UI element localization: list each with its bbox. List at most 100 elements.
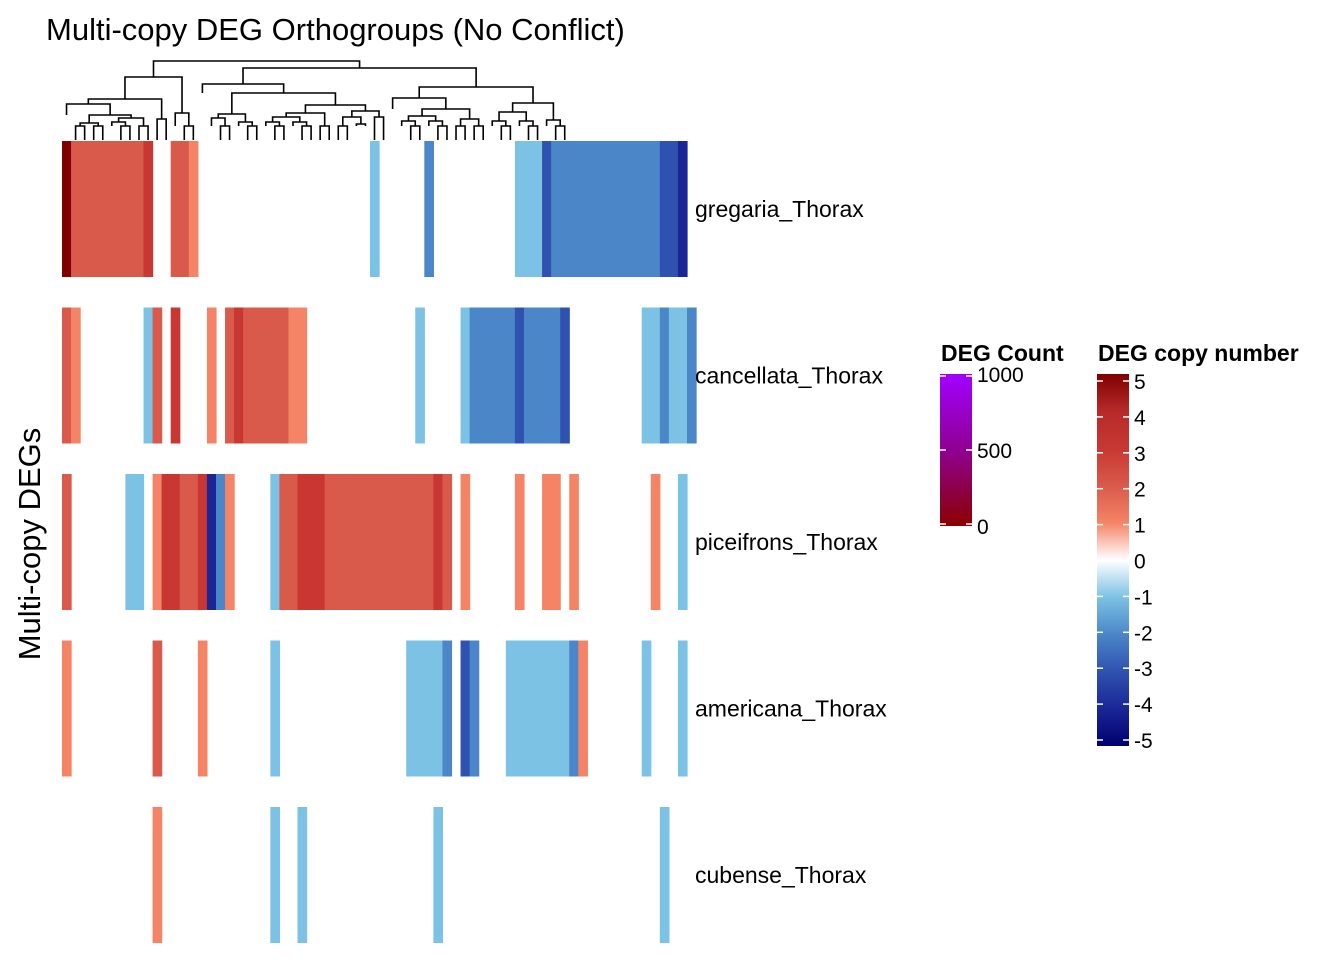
heatmap-cell [324,474,335,610]
heatmap-cell [659,307,670,444]
dendrogram-link [337,125,349,140]
legend-copy-number-title: DEG copy number [1098,340,1299,366]
heatmap-cell [424,141,434,277]
heatmap-cell [62,141,72,277]
legend-tick-label: 500 [977,440,1012,463]
heatmap-cell [225,474,235,610]
heatmap-cell [297,307,308,444]
heatmap-cell [415,307,425,444]
dendrogram-link [120,125,131,140]
heatmap-cell [442,474,453,610]
heatmap-cell [533,307,543,444]
heatmap-cell [360,474,371,610]
heatmap-cell [614,141,625,277]
heatmap-cell [415,474,425,610]
heatmap-cell [514,640,525,777]
heatmap-cell [369,474,380,610]
heatmap-cell [333,474,344,610]
heatmap-cell [659,141,670,277]
heatmap-cell [551,640,561,777]
heatmap-cell [551,307,561,444]
heatmap-cell [569,474,579,610]
legend-deg-count-ticks: 1000 500 0 [940,364,1024,539]
heatmap-cell [487,307,498,444]
heatmap-cell [152,807,163,943]
heatmap-cell [279,474,290,610]
heatmap-cell [62,307,72,444]
heatmap-cell [152,640,163,777]
heatmap-cell [542,307,552,444]
heatmap-cell [523,640,534,777]
legend-tick-label: 2 [1134,479,1146,502]
heatmap-cell [406,474,416,610]
heatmap-cell [215,474,226,610]
dendrogram-link [351,110,380,117]
dendrogram-link [201,83,285,93]
heatmap-cell [306,474,317,610]
heatmap-cell [71,307,81,444]
legend-deg-count-title: DEG Count [941,340,1064,366]
heatmap-cell [650,307,661,444]
row-label: americana_Thorax [695,696,887,722]
dendrogram-link [498,111,528,121]
heatmap-cell [379,474,389,610]
heatmap-cell [505,307,516,444]
chart-title: Multi-copy DEG Orthogroups (No Conflict) [46,12,625,47]
heatmap-cell [578,640,588,777]
heatmap-cell [533,640,543,777]
heatmap-cell [270,807,280,943]
heatmap-cell [80,141,90,277]
legend-tick-label: -1 [1134,586,1153,609]
heatmap-cell [641,141,652,277]
heatmap-cell [89,141,99,277]
heatmap-cell [261,307,271,444]
heatmap-cell [252,307,262,444]
heatmap-cell [460,474,471,610]
heatmap-cell [406,640,416,777]
dendrogram-link [527,125,539,140]
row-label: cubense_Thorax [695,862,867,888]
heatmap-cell [161,474,172,610]
dendrogram-link [391,97,447,109]
heatmap-cell [152,307,163,444]
dendrogram-link [124,76,183,113]
heatmap-cell [632,141,643,277]
row-label: gregaria_Thorax [695,196,864,222]
dendrogram-link [421,108,471,119]
heatmap-cell [569,141,579,277]
heatmap-cell [496,307,507,444]
heatmap-cell [650,474,661,610]
heatmap-cell [433,807,444,943]
heatmap-cell [170,141,181,277]
heatmap-cell [342,474,353,610]
dendrogram-link [65,103,111,115]
heatmap-cell [542,474,552,610]
heatmap-cell [424,474,434,610]
heatmap-cell [424,640,434,777]
heatmap-cell [415,640,425,777]
legend-tick-label: 5 [1134,371,1146,394]
legend-tick-label: 4 [1134,407,1146,430]
heatmap-cell [542,640,552,777]
heatmap-cell [523,141,534,277]
heatmap-cell [578,141,588,277]
legend-tick-label: 0 [1134,551,1146,574]
legend-copy-number-ticks: 5 4 3 2 1 0 -1 -2 -3 -4 -5 [1097,371,1153,753]
heatmap-cell [351,474,362,610]
heatmap-cell [560,141,570,277]
heatmap-cell [225,307,235,444]
heatmap-cell [134,141,145,277]
dendrogram-link [231,92,337,114]
dendrogram-link [152,60,361,77]
heatmap-cell [668,141,679,277]
heatmap-cell [243,307,253,444]
heatmap-cells [62,141,697,943]
dendrogram-link [87,98,163,119]
heatmap-cell [433,474,444,610]
heatmap-cell [460,640,471,777]
dendrogram-link [459,118,480,126]
heatmap-cell [623,141,634,277]
heatmap-cell [551,141,561,277]
